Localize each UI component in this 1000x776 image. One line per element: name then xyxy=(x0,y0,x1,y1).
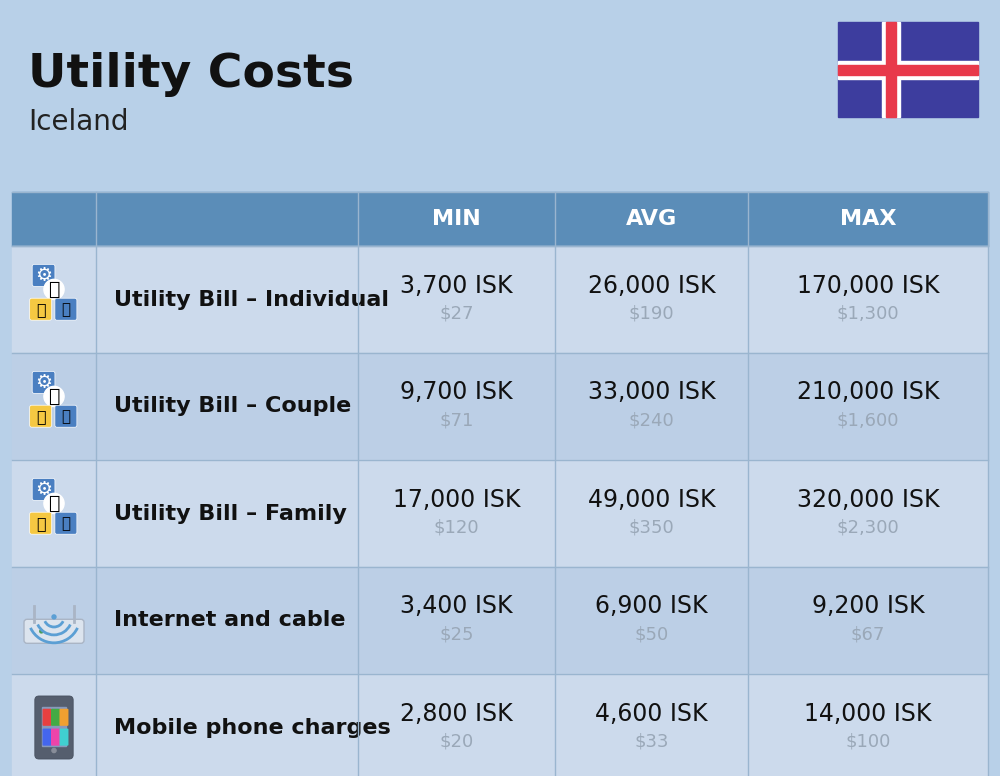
Text: $100: $100 xyxy=(845,733,891,750)
Text: 6,900 ISK: 6,900 ISK xyxy=(595,594,708,618)
Bar xyxy=(12,353,988,460)
Circle shape xyxy=(52,615,56,619)
Text: 🔧: 🔧 xyxy=(61,516,70,531)
Text: MIN: MIN xyxy=(432,209,481,229)
Text: 49,000 ISK: 49,000 ISK xyxy=(588,487,715,511)
Text: $71: $71 xyxy=(439,411,474,429)
FancyBboxPatch shape xyxy=(30,298,52,320)
FancyBboxPatch shape xyxy=(55,298,77,320)
Circle shape xyxy=(40,629,43,633)
Bar xyxy=(838,61,978,78)
Text: 14,000 ISK: 14,000 ISK xyxy=(804,702,932,726)
Text: $33: $33 xyxy=(634,733,669,750)
Text: $25: $25 xyxy=(439,625,474,643)
Text: $240: $240 xyxy=(629,411,674,429)
Text: ⚙: ⚙ xyxy=(35,480,52,499)
FancyBboxPatch shape xyxy=(32,372,55,393)
Text: 🔧: 🔧 xyxy=(61,409,70,424)
FancyBboxPatch shape xyxy=(43,708,52,726)
FancyBboxPatch shape xyxy=(30,512,52,534)
Circle shape xyxy=(44,494,64,514)
FancyBboxPatch shape xyxy=(59,729,68,746)
Circle shape xyxy=(52,748,56,753)
FancyBboxPatch shape xyxy=(55,512,77,534)
Text: 👤: 👤 xyxy=(48,280,60,299)
Text: 26,000 ISK: 26,000 ISK xyxy=(588,273,715,297)
Text: 👤: 👤 xyxy=(48,387,60,406)
Bar xyxy=(882,22,900,117)
Bar xyxy=(838,64,978,74)
FancyBboxPatch shape xyxy=(55,405,77,428)
Bar xyxy=(886,22,896,117)
Bar xyxy=(12,460,988,567)
Text: 9,700 ISK: 9,700 ISK xyxy=(400,380,513,404)
FancyBboxPatch shape xyxy=(43,729,52,746)
Text: MAX: MAX xyxy=(840,209,896,229)
Circle shape xyxy=(44,386,64,407)
Text: 210,000 ISK: 210,000 ISK xyxy=(797,380,939,404)
FancyBboxPatch shape xyxy=(51,729,60,746)
Text: AVG: AVG xyxy=(626,209,677,229)
Text: 2,800 ISK: 2,800 ISK xyxy=(400,702,513,726)
Text: $350: $350 xyxy=(629,518,674,536)
Circle shape xyxy=(44,279,64,300)
Text: $27: $27 xyxy=(439,304,474,323)
Text: 33,000 ISK: 33,000 ISK xyxy=(588,380,715,404)
Text: $1,300: $1,300 xyxy=(837,304,899,323)
Text: $120: $120 xyxy=(434,518,479,536)
Text: 320,000 ISK: 320,000 ISK xyxy=(797,487,939,511)
Text: Utility Bill – Individual: Utility Bill – Individual xyxy=(114,289,389,310)
FancyBboxPatch shape xyxy=(51,708,60,726)
Text: $190: $190 xyxy=(629,304,674,323)
Bar xyxy=(12,567,988,674)
Bar xyxy=(12,192,988,246)
Text: 9,200 ISK: 9,200 ISK xyxy=(812,594,924,618)
Text: 🔧: 🔧 xyxy=(61,302,70,317)
Text: $50: $50 xyxy=(634,625,669,643)
Bar xyxy=(838,22,978,117)
Text: Internet and cable: Internet and cable xyxy=(114,611,346,630)
FancyBboxPatch shape xyxy=(32,478,55,501)
Text: 17,000 ISK: 17,000 ISK xyxy=(393,487,520,511)
Text: $20: $20 xyxy=(439,733,474,750)
Text: Utility Bill – Family: Utility Bill – Family xyxy=(114,504,347,524)
Text: $1,600: $1,600 xyxy=(837,411,899,429)
Text: 🔌: 🔌 xyxy=(36,409,45,424)
Text: 170,000 ISK: 170,000 ISK xyxy=(797,273,939,297)
Text: 4,600 ISK: 4,600 ISK xyxy=(595,702,708,726)
Bar xyxy=(12,246,988,353)
FancyBboxPatch shape xyxy=(35,696,73,759)
Text: Utility Bill – Couple: Utility Bill – Couple xyxy=(114,397,351,417)
Bar xyxy=(42,707,66,747)
Text: 🔌: 🔌 xyxy=(36,516,45,531)
Text: 3,700 ISK: 3,700 ISK xyxy=(400,273,513,297)
FancyBboxPatch shape xyxy=(30,405,52,428)
Text: Utility Costs: Utility Costs xyxy=(28,52,354,97)
FancyBboxPatch shape xyxy=(59,708,68,726)
Text: $2,300: $2,300 xyxy=(837,518,899,536)
FancyBboxPatch shape xyxy=(24,619,84,643)
Text: 👤: 👤 xyxy=(48,494,60,513)
Bar xyxy=(12,674,988,776)
Text: Iceland: Iceland xyxy=(28,108,128,136)
Text: ⚙: ⚙ xyxy=(35,373,52,392)
Text: $67: $67 xyxy=(851,625,885,643)
Text: 3,400 ISK: 3,400 ISK xyxy=(400,594,513,618)
FancyBboxPatch shape xyxy=(32,265,55,286)
Text: Mobile phone charges: Mobile phone charges xyxy=(114,718,391,737)
Text: 🔌: 🔌 xyxy=(36,302,45,317)
Text: ⚙: ⚙ xyxy=(35,266,52,286)
